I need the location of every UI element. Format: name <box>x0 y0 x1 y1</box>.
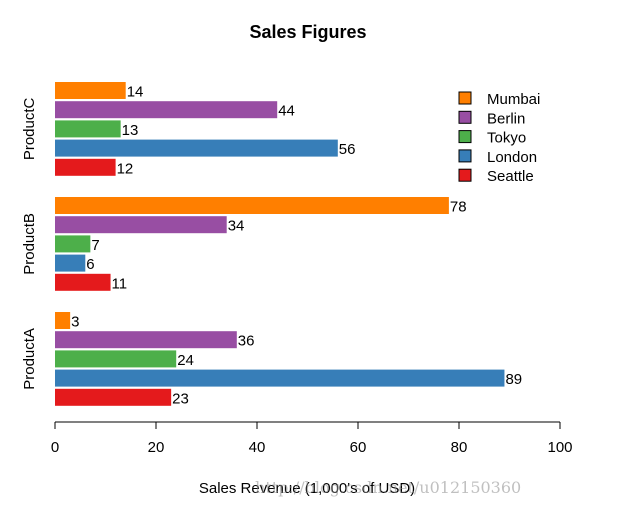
legend: Mumbai Berlin Tokyo London Seattle <box>458 91 540 185</box>
x-tick-label: 60 <box>350 439 367 456</box>
value-label-productb-london: 6 <box>86 256 94 273</box>
legend-label-london: London <box>487 149 537 166</box>
y-tick-label-productc: ProductC <box>21 97 38 160</box>
bar-productc-tokyo <box>55 120 121 138</box>
value-label-productb-tokyo: 7 <box>91 237 99 254</box>
value-label-productc-london: 56 <box>339 141 356 158</box>
legend-swatch-tokyo <box>458 130 472 144</box>
bar-productb-seattle <box>55 273 111 291</box>
value-label-producta-mumbai: 3 <box>71 314 79 331</box>
x-tick-label: 80 <box>451 439 468 456</box>
y-tick-label-productb: ProductB <box>21 213 38 275</box>
value-label-producta-tokyo: 24 <box>177 352 194 369</box>
bar-productc-london <box>55 139 338 157</box>
x-axis: 0 20 40 60 80 100 <box>51 421 573 456</box>
bar-productb-tokyo <box>55 235 91 253</box>
bar-productb-mumbai <box>55 197 449 214</box>
bar-producta-mumbai <box>55 312 71 329</box>
value-label-productb-berlin: 34 <box>228 218 245 235</box>
bar-producta-tokyo <box>55 350 177 368</box>
y-axis-labels: ProductA ProductB ProductC <box>21 97 38 389</box>
value-label-productc-berlin: 44 <box>278 103 295 120</box>
value-label-producta-london: 89 <box>505 371 522 388</box>
x-tick-label: 40 <box>249 439 266 456</box>
legend-swatch-london <box>458 149 472 163</box>
value-label-producta-berlin: 36 <box>238 333 255 350</box>
chart-title: Sales Figures <box>249 22 366 42</box>
legend-label-berlin: Berlin <box>487 110 525 127</box>
x-tick-label: 20 <box>148 439 165 456</box>
bar-producta-berlin <box>55 331 237 349</box>
bar-productc-mumbai <box>55 82 126 99</box>
x-tick-label: 0 <box>51 439 59 456</box>
value-label-productb-mumbai: 78 <box>450 199 467 216</box>
bar-productb-berlin <box>55 216 227 234</box>
bar-producta-london <box>55 369 505 387</box>
legend-label-tokyo: Tokyo <box>487 130 526 147</box>
legend-swatch-berlin <box>458 110 472 124</box>
y-tick-label-producta: ProductA <box>21 328 38 390</box>
value-labels-group: 3 36 24 89 23 78 34 7 6 11 14 44 13 56 12 <box>71 84 522 408</box>
bar-productb-london <box>55 254 86 272</box>
x-axis-label: Sales Revenue (1,000's of USD) <box>199 480 415 497</box>
legend-label-seattle: Seattle <box>487 168 534 185</box>
legend-swatch-seattle <box>458 168 472 182</box>
x-tick-label: 100 <box>547 439 572 456</box>
watermark: http://blog.csdn.net/u012150360 <box>255 478 522 497</box>
value-label-productb-seattle: 11 <box>112 275 128 292</box>
bars-group <box>55 82 505 406</box>
value-label-productc-seattle: 12 <box>117 160 134 177</box>
bar-productc-berlin <box>55 101 278 119</box>
legend-swatch-mumbai <box>458 91 472 105</box>
bar-producta-seattle <box>55 388 172 406</box>
value-label-producta-seattle: 23 <box>172 390 189 407</box>
value-label-productc-mumbai: 14 <box>127 84 144 101</box>
legend-label-mumbai: Mumbai <box>487 91 540 108</box>
bar-productc-seattle <box>55 158 116 176</box>
value-label-productc-tokyo: 13 <box>122 122 139 139</box>
